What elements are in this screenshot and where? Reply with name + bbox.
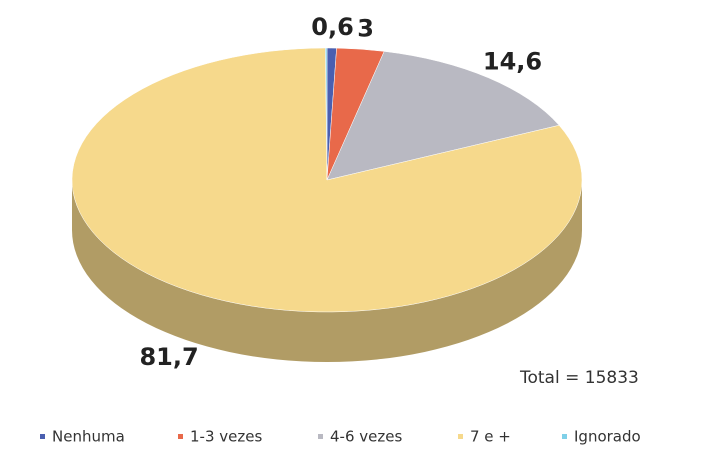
legend-label: 4-6 vezes	[330, 428, 402, 446]
legend-marker	[318, 434, 323, 439]
legend-label: 1-3 vezes	[190, 428, 262, 446]
legend-label: Nenhuma	[52, 428, 125, 446]
value-label: 81,7	[139, 343, 198, 371]
legend-label: 7 e +	[470, 428, 511, 446]
annotation: Total = 15833	[519, 368, 639, 388]
legend-label: Ignorado	[574, 428, 641, 446]
legend-marker	[458, 434, 463, 439]
slice	[325, 47, 328, 181]
value-label: 3	[357, 15, 374, 43]
legend-marker	[562, 434, 567, 439]
slice-side	[72, 180, 582, 362]
value-label: 14,6	[483, 47, 542, 75]
slice	[326, 51, 560, 181]
legend-marker	[40, 434, 45, 439]
value-label: 0,6	[311, 13, 354, 41]
legend-marker	[178, 434, 183, 439]
